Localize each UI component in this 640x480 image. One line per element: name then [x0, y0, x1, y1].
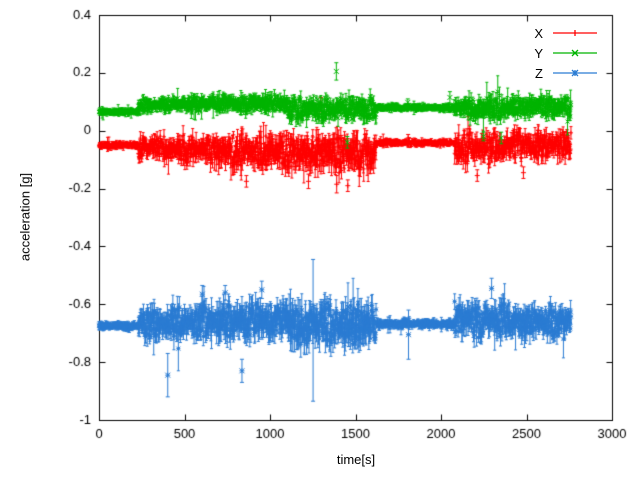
legend-marker-icon [553, 49, 597, 57]
legend-label: Z [535, 65, 543, 81]
legend-item: X [534, 23, 600, 43]
legend-label: Y [534, 45, 543, 61]
x-axis-label: time[s] [336, 452, 376, 467]
legend-label: X [534, 25, 543, 41]
legend-item: Y [534, 43, 600, 63]
legend-item: Z [534, 63, 600, 83]
legend-marker-icon [553, 30, 597, 36]
y-axis-label: acceleration [g] [17, 172, 33, 262]
legend-marker-icon [553, 69, 597, 77]
